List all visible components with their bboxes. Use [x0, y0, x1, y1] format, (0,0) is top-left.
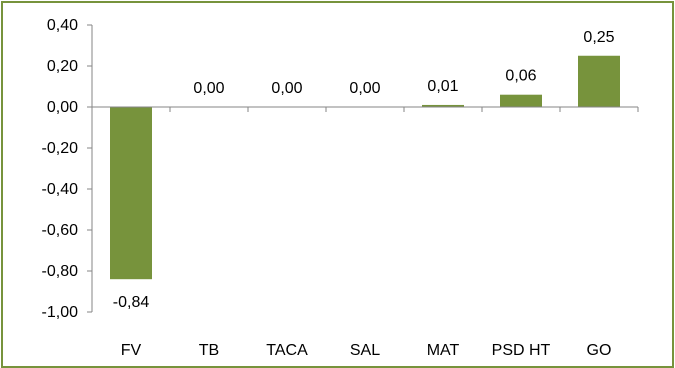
data-label: 0,25	[583, 29, 614, 46]
data-label: 0,00	[193, 80, 224, 97]
data-label: -0,84	[113, 294, 150, 311]
y-tick-label: -1,00	[42, 304, 79, 321]
x-tick-label: TB	[199, 342, 219, 359]
y-tick-label: -0,20	[42, 140, 79, 157]
data-label: 0,06	[505, 68, 536, 85]
x-tick-label: SAL	[350, 342, 380, 359]
data-label: 0,01	[427, 78, 458, 95]
data-label: 0,00	[271, 80, 302, 97]
y-tick-label: -0,80	[42, 263, 79, 280]
x-tick-label: MAT	[427, 342, 460, 359]
y-tick-label: 0,20	[47, 58, 78, 75]
bar-fv	[110, 107, 152, 280]
bar-mat	[422, 104, 464, 107]
y-tick-label: 0,00	[47, 99, 78, 116]
data-label: 0,00	[349, 80, 380, 97]
x-tick-label: GO	[587, 342, 612, 359]
x-tick-label: FV	[121, 342, 142, 359]
x-tick-label: TACA	[266, 342, 308, 359]
y-tick-label: 0,40	[47, 17, 78, 34]
bar-psd-ht	[500, 94, 542, 107]
y-tick-label: -0,60	[42, 222, 79, 239]
x-tick-label: PSD HT	[492, 342, 551, 359]
bar-go	[578, 55, 620, 107]
y-tick-label: -0,40	[42, 181, 79, 198]
